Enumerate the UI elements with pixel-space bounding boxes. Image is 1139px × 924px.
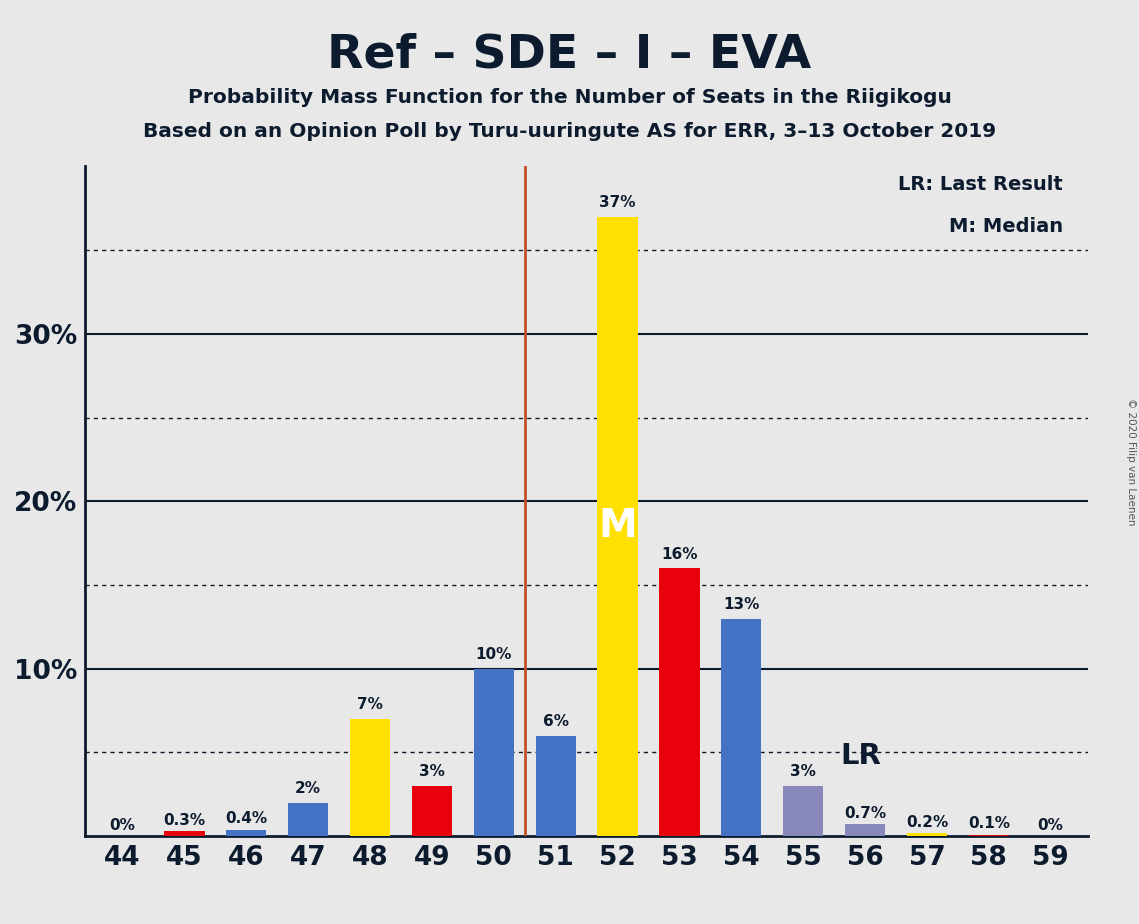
Bar	[535, 736, 575, 836]
Text: 0.7%: 0.7%	[844, 806, 886, 821]
Bar	[288, 803, 328, 836]
Text: Probability Mass Function for the Number of Seats in the Riigikogu: Probability Mass Function for the Number…	[188, 88, 951, 107]
Bar	[474, 669, 514, 836]
Bar	[164, 832, 205, 836]
Bar	[907, 833, 947, 836]
Bar	[968, 834, 1009, 836]
Text: 2%: 2%	[295, 781, 321, 796]
Text: 0.3%: 0.3%	[163, 813, 205, 828]
Bar	[350, 719, 391, 836]
Bar	[845, 824, 885, 836]
Text: 3%: 3%	[419, 764, 445, 779]
Text: M: Median: M: Median	[949, 216, 1063, 236]
Text: Based on an Opinion Poll by Turu-uuringute AS for ERR, 3–13 October 2019: Based on an Opinion Poll by Turu-uuringu…	[142, 122, 997, 141]
Text: 10%: 10%	[476, 647, 511, 662]
Text: 0%: 0%	[109, 818, 136, 833]
Bar	[227, 830, 267, 836]
Text: 6%: 6%	[542, 714, 568, 729]
Text: © 2020 Filip van Laenen: © 2020 Filip van Laenen	[1126, 398, 1136, 526]
Text: 13%: 13%	[723, 597, 760, 612]
Text: 0.1%: 0.1%	[968, 816, 1010, 832]
Bar	[721, 618, 761, 836]
Text: 3%: 3%	[790, 764, 816, 779]
Text: Ref – SDE – I – EVA: Ref – SDE – I – EVA	[327, 32, 812, 78]
Text: 37%: 37%	[599, 195, 636, 210]
Text: 0%: 0%	[1038, 818, 1064, 833]
Text: 7%: 7%	[358, 698, 383, 712]
Text: LR: Last Result: LR: Last Result	[899, 175, 1063, 194]
Text: 0.2%: 0.2%	[906, 815, 948, 830]
Text: 0.4%: 0.4%	[226, 811, 268, 826]
Bar	[659, 568, 699, 836]
Text: M: M	[598, 507, 637, 545]
Text: 16%: 16%	[661, 547, 698, 562]
Text: LR: LR	[841, 742, 882, 770]
Bar	[412, 786, 452, 836]
Bar	[782, 786, 823, 836]
Bar	[598, 216, 638, 836]
